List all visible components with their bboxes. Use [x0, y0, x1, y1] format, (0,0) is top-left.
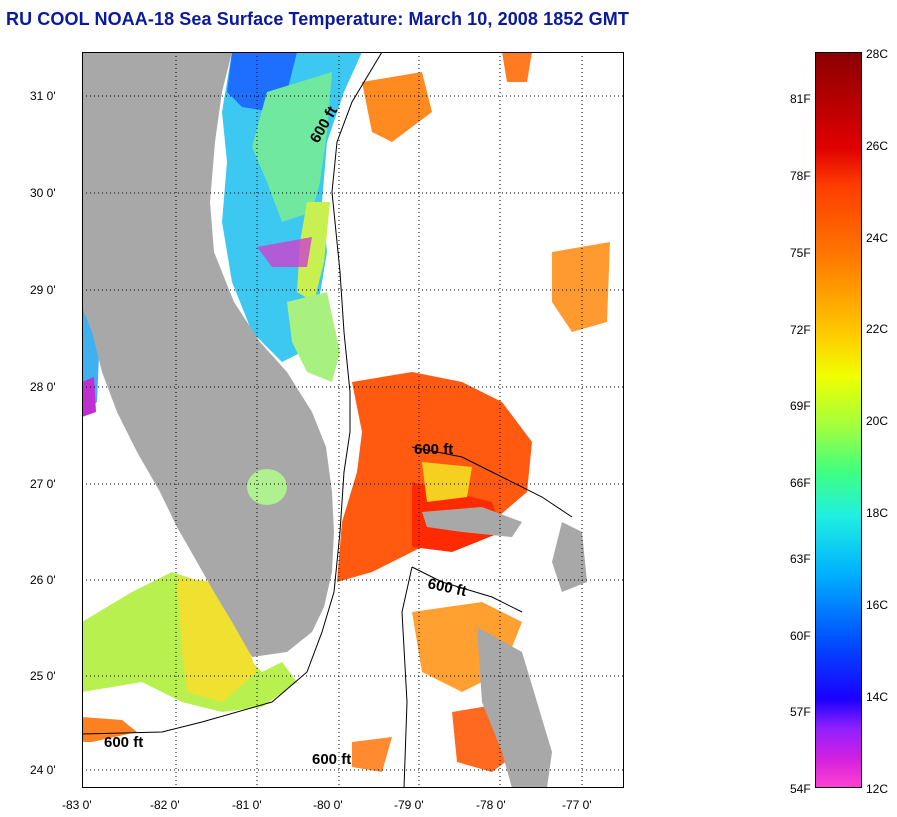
- y-tick-label: 29 0': [30, 283, 56, 297]
- x-tick-label: -82 0': [150, 798, 180, 812]
- sst-patch-northeast-orange: [502, 52, 532, 82]
- sst-map-canvas: 600 ft 600 ft 600 ft 600 ft 600 ft: [82, 52, 624, 788]
- colorbar-label-celsius: 28C: [866, 47, 889, 61]
- andros-island: [477, 627, 552, 788]
- sst-patch-northeast-green: [252, 72, 332, 222]
- y-tick-label: 27 0': [30, 477, 56, 491]
- x-tick-label: -80 0': [313, 798, 343, 812]
- temperature-colorbar: [815, 52, 862, 788]
- sst-patch-central-coast: [287, 292, 340, 382]
- x-tick-label: -78 0': [476, 798, 506, 812]
- grand-bahama: [422, 507, 522, 537]
- colorbar-label-celsius: 14C: [866, 690, 889, 704]
- sst-map: 600 ft 600 ft 600 ft 600 ft 600 ft: [82, 52, 624, 788]
- y-tick-label: 26 0': [30, 573, 56, 587]
- florida-landmass: [82, 52, 334, 657]
- x-tick-label: -81 0': [232, 798, 262, 812]
- sst-patch-gulf-stream-yellow: [422, 462, 472, 502]
- colorbar-label-celsius: 26C: [866, 139, 889, 153]
- isobath-600ft-bahamas: [411, 446, 573, 518]
- isobath-600ft-south: [401, 566, 413, 788]
- abaco-island: [552, 522, 587, 592]
- colorbar-label-celsius: 20C: [866, 414, 889, 428]
- y-tick-label: 24 0': [30, 763, 56, 777]
- sst-patch-gulf-magenta: [82, 377, 96, 417]
- contour-label-bahamas: 600 ft: [414, 441, 453, 458]
- y-tick-label: 30 0': [30, 186, 56, 200]
- sst-patch-east-orange: [552, 242, 610, 332]
- x-tick-label: -79 0': [394, 798, 424, 812]
- sst-patch-shelf-yellow: [297, 202, 330, 302]
- map-title: RU COOL NOAA-18 Sea Surface Temperature:…: [6, 9, 629, 29]
- colorbar-label-fahrenheit: 69F: [790, 399, 811, 413]
- colorbar-label-fahrenheit: 72F: [790, 323, 811, 337]
- colorbar-label-celsius: 18C: [866, 506, 889, 520]
- colorbar-label-fahrenheit: 60F: [790, 629, 811, 643]
- colorbar-label-celsius: 12C: [866, 782, 889, 796]
- colorbar-label-fahrenheit: 63F: [790, 552, 811, 566]
- contour-label-southwest: 600 ft: [104, 734, 143, 751]
- colorbar-label-fahrenheit: 54F: [790, 782, 811, 796]
- colorbar-label-celsius: 24C: [866, 231, 889, 245]
- sst-patch-gulf-south-yellow: [177, 577, 257, 702]
- x-tick-label: -77 0': [562, 798, 592, 812]
- colorbar-label-fahrenheit: 78F: [790, 169, 811, 183]
- colorbar-label-fahrenheit: 81F: [790, 92, 811, 106]
- isobath-600ft-central: [411, 566, 523, 613]
- colorbar-label-celsius: 16C: [866, 598, 889, 612]
- colorbar-label-fahrenheit: 66F: [790, 476, 811, 490]
- isobath-600ft-florida: [82, 52, 383, 735]
- contour-label-south: 600 ft: [312, 751, 351, 768]
- sst-patch-shelf-magenta: [257, 237, 312, 267]
- lake-okeechobee: [247, 469, 287, 505]
- y-tick-label: 31 0': [30, 89, 56, 103]
- sst-patch-north-orange: [362, 72, 432, 142]
- sst-patch-south-orange: [352, 737, 392, 772]
- y-tick-label: 25 0': [30, 669, 56, 683]
- x-tick-label: -83 0': [62, 798, 92, 812]
- colorbar-label-fahrenheit: 75F: [790, 246, 811, 260]
- colorbar-label-fahrenheit: 57F: [790, 705, 811, 719]
- lat-lon-grid: [82, 52, 624, 788]
- sst-patch-keys-orange: [82, 717, 137, 742]
- y-tick-label: 28 0': [30, 380, 56, 394]
- colorbar-label-celsius: 22C: [866, 322, 889, 336]
